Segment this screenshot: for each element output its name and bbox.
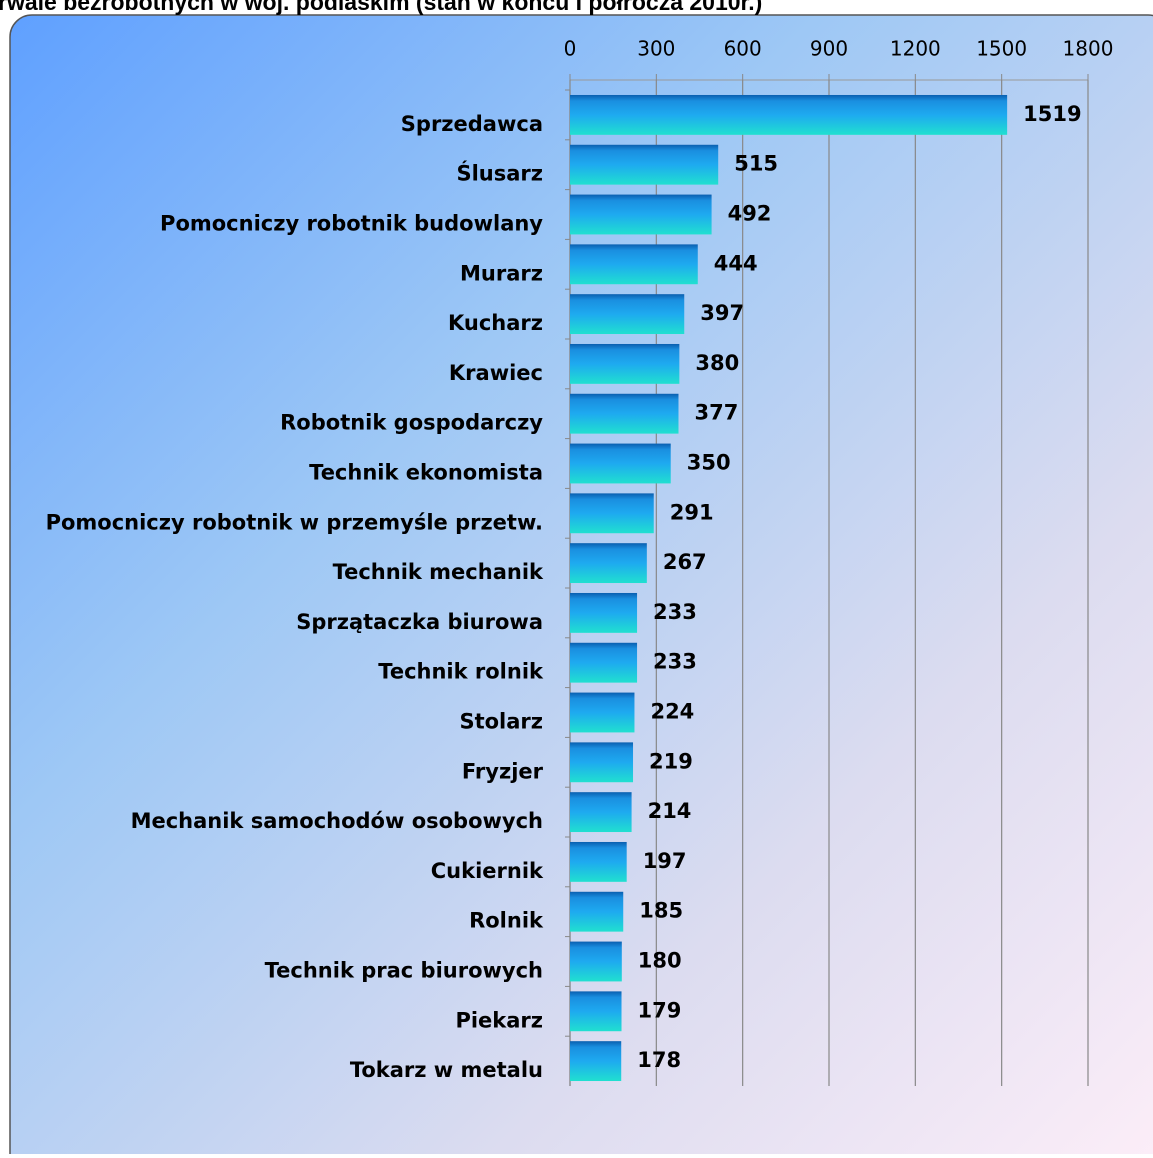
x-tick-label: 0	[564, 37, 577, 61]
category-label: Tokarz w metalu	[350, 1058, 543, 1082]
bar	[570, 443, 671, 484]
category-label: Murarz	[460, 261, 543, 285]
bar	[570, 94, 1008, 135]
bar	[570, 642, 638, 683]
category-label: Cukiernik	[431, 859, 544, 883]
value-label: 397	[700, 301, 744, 325]
bar	[570, 841, 627, 882]
value-label: 179	[638, 998, 682, 1022]
bar	[570, 1041, 622, 1082]
category-label: Sprzątaczka biurowa	[296, 610, 543, 634]
bar	[570, 891, 624, 932]
value-label: 1519	[1023, 102, 1081, 126]
value-label: 233	[653, 650, 697, 674]
category-label: Pomocniczy robotnik budowlany	[160, 212, 543, 236]
category-label: Ślusarz	[456, 161, 543, 186]
x-tick-label: 1800	[1063, 37, 1114, 61]
value-label: 291	[670, 500, 714, 524]
bar	[570, 194, 712, 235]
value-label: 377	[694, 401, 738, 425]
value-label: 267	[663, 550, 707, 574]
category-label: Fryzjer	[462, 759, 544, 783]
category-label: Technik rolnik	[378, 660, 544, 684]
bar	[570, 941, 622, 982]
bar	[570, 692, 635, 733]
bar	[570, 144, 719, 185]
bar	[570, 343, 680, 384]
category-label: Technik ekonomista	[309, 461, 543, 485]
category-label: Technik mechanik	[333, 560, 544, 584]
bar	[570, 991, 622, 1032]
bar	[570, 792, 632, 833]
category-label: Technik prac biurowych	[265, 959, 543, 983]
category-label: Robotnik gospodarczy	[280, 411, 543, 435]
value-label: 214	[648, 799, 692, 823]
x-tick-label: 900	[810, 37, 848, 61]
x-tick-label: 1500	[976, 37, 1027, 61]
bar	[570, 742, 634, 783]
bar	[570, 244, 698, 285]
value-label: 178	[637, 1048, 681, 1072]
bar	[570, 493, 654, 534]
category-label: Piekarz	[455, 1008, 543, 1032]
value-label: 224	[650, 700, 694, 724]
x-tick-label: 600	[724, 37, 762, 61]
value-label: 219	[649, 749, 693, 773]
category-label: Kucharz	[448, 311, 543, 335]
value-label: 380	[695, 351, 739, 375]
value-label: 185	[639, 899, 683, 923]
value-label: 492	[728, 202, 772, 226]
value-label: 233	[653, 600, 697, 624]
value-label: 444	[714, 251, 758, 275]
category-label: Stolarz	[459, 710, 543, 734]
value-label: 350	[687, 451, 731, 475]
x-tick-label: 1200	[890, 37, 941, 61]
category-label: Rolnik	[469, 909, 544, 933]
category-label: Sprzedawca	[401, 112, 543, 136]
category-label: Mechanik samochodów osobowych	[131, 809, 543, 833]
chart-background	[9, 14, 1153, 1158]
chart-title: rwale bezrobotnych w woj. podlaskim (sta…	[0, 0, 762, 15]
bar	[570, 393, 679, 434]
value-label: 180	[638, 949, 682, 973]
value-label: 197	[643, 849, 687, 873]
value-label: 515	[734, 152, 778, 176]
bar	[570, 543, 647, 584]
bar	[570, 294, 685, 335]
category-label: Pomocniczy robotnik w przemyśle przetw.	[46, 510, 543, 534]
x-tick-label: 300	[637, 37, 675, 61]
bar	[570, 592, 638, 633]
category-label: Krawiec	[449, 361, 543, 385]
